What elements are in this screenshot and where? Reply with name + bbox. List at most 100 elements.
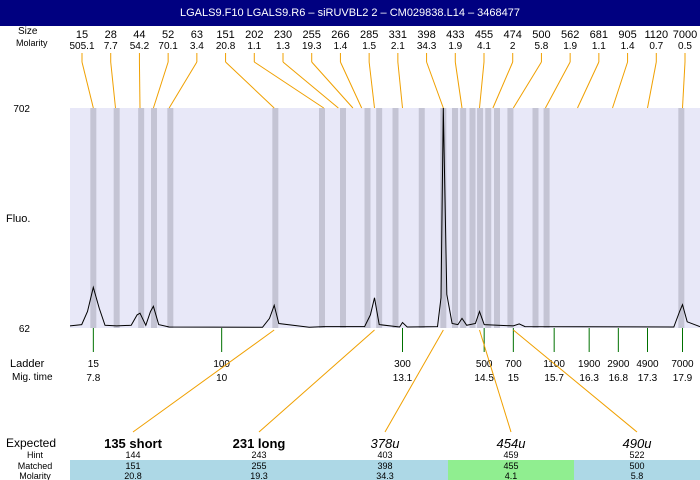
chart-title: LGALS9.F10 LGALS9.R6 – siRUVBL2 2 – CM02… (179, 7, 520, 19)
peak-size-label: 331 (389, 29, 407, 41)
peak-size-label: 151 (216, 29, 234, 41)
molarity-bottom-label: Molarity (19, 471, 51, 480)
peak-band (543, 108, 550, 328)
peak-size-label: 44 (133, 29, 145, 41)
ladder-time-label: 15.7 (544, 373, 564, 384)
title-bar: LGALS9.F10 LGALS9.R6 – siRUVBL2 2 – CM02… (0, 0, 700, 26)
peak-size-label: 905 (618, 29, 636, 41)
peak-molarity-label: 1.5 (362, 41, 376, 52)
expected-fragment-label: 135 short (104, 436, 162, 451)
peak-connector (612, 61, 629, 109)
peak-size-label: 52 (162, 29, 174, 41)
peak-molarity-label: 4.1 (477, 41, 491, 52)
peak-size-label: 7000 (673, 29, 697, 41)
peak-connector (647, 61, 657, 109)
peak-band (113, 108, 120, 328)
peak-band (469, 108, 476, 328)
peak-band (477, 108, 484, 328)
peak-size-label: 15 (76, 29, 88, 41)
hint-label: Hint (27, 450, 44, 460)
ladder-time-label: 13.1 (393, 373, 413, 384)
expected-hint-value: 522 (629, 450, 644, 460)
peak-band (418, 108, 425, 328)
ladder-size-label: 500 (476, 359, 493, 370)
expected-label: Expected (6, 436, 56, 450)
expected-hint-value: 403 (377, 450, 392, 460)
peak-molarity-label: 0.5 (678, 41, 692, 52)
peak-size-label: 285 (360, 29, 378, 41)
peak-connector (682, 61, 686, 109)
ladder-time-label: 17.9 (673, 373, 693, 384)
peak-connector (426, 61, 444, 109)
peak-connector (254, 61, 325, 109)
peak-molarity-label: 2 (510, 41, 516, 52)
expected-connector (513, 329, 638, 433)
ladder-time-label: 10 (216, 373, 228, 384)
peak-connector (512, 61, 542, 109)
expected-matched-value: 255 (251, 461, 266, 471)
ladder-time-label: 15 (508, 373, 520, 384)
ladder-size-label: 1900 (578, 359, 601, 370)
peak-connector (479, 61, 485, 109)
y-axis-tick-min: 62 (19, 324, 31, 335)
peak-band (376, 108, 383, 328)
expected-connector (384, 329, 444, 433)
ladder-time-label: 16.8 (609, 373, 629, 384)
peak-band (138, 108, 145, 328)
peak-molarity-label: 70.1 (158, 41, 178, 52)
peak-molarity-label: 505.1 (69, 41, 94, 52)
expected-matched-value: 151 (125, 461, 140, 471)
peak-connector (397, 61, 403, 109)
expected-matched-value: 398 (377, 461, 392, 471)
peak-size-label: 681 (590, 29, 608, 41)
peak-connector (81, 61, 94, 109)
peak-band (340, 108, 346, 328)
peak-size-label: 474 (504, 29, 522, 41)
expected-matched-value: 455 (503, 461, 518, 471)
peak-band (392, 108, 399, 328)
expected-molarity-value: 34.3 (376, 471, 394, 480)
ladder-size-label: 300 (394, 359, 411, 370)
matched-cell (196, 460, 322, 480)
peak-band (452, 108, 458, 328)
peak-connector (339, 61, 363, 109)
expected-molarity-value: 5.8 (631, 471, 644, 480)
size-row-label: Size (18, 26, 38, 37)
peak-size-label: 398 (417, 29, 435, 41)
ladder-size-label: 100 (213, 359, 230, 370)
expected-hint-value: 243 (251, 450, 266, 460)
peak-connector (168, 61, 198, 109)
peak-molarity-label: 19.3 (302, 41, 322, 52)
peak-connector (110, 61, 116, 109)
plot-area (70, 108, 700, 328)
peak-size-label: 433 (446, 29, 464, 41)
peak-size-label: 455 (475, 29, 493, 41)
peak-connector (311, 61, 354, 109)
expected-connector (479, 329, 512, 433)
y-axis-tick-max: 702 (13, 104, 30, 115)
y-axis-label: Fluo. (6, 213, 30, 225)
expected-molarity-value: 19.3 (250, 471, 268, 480)
peak-size-label: 1120 (644, 29, 668, 41)
peak-size-label: 63 (191, 29, 203, 41)
peak-size-label: 28 (105, 29, 117, 41)
ladder-time-label: 14.5 (474, 373, 494, 384)
peak-band (494, 108, 500, 328)
ladder-time-label: 16.3 (579, 373, 599, 384)
expected-hint-value: 144 (125, 450, 140, 460)
peak-connector (577, 61, 600, 109)
peak-molarity-label: 20.8 (216, 41, 236, 52)
peak-molarity-label: 1.9 (448, 41, 462, 52)
expected-fragment-label: 454u (497, 436, 526, 451)
peak-band (90, 108, 97, 328)
peak-size-label: 266 (331, 29, 349, 41)
ladder-size-label: 2900 (607, 359, 630, 370)
peak-molarity-label: 1.1 (247, 41, 261, 52)
peak-molarity-label: 2.1 (391, 41, 405, 52)
peak-connector (368, 61, 375, 109)
peak-band (678, 108, 685, 328)
expected-connector (132, 329, 275, 433)
matched-cell (322, 460, 448, 480)
peak-band (167, 108, 174, 328)
